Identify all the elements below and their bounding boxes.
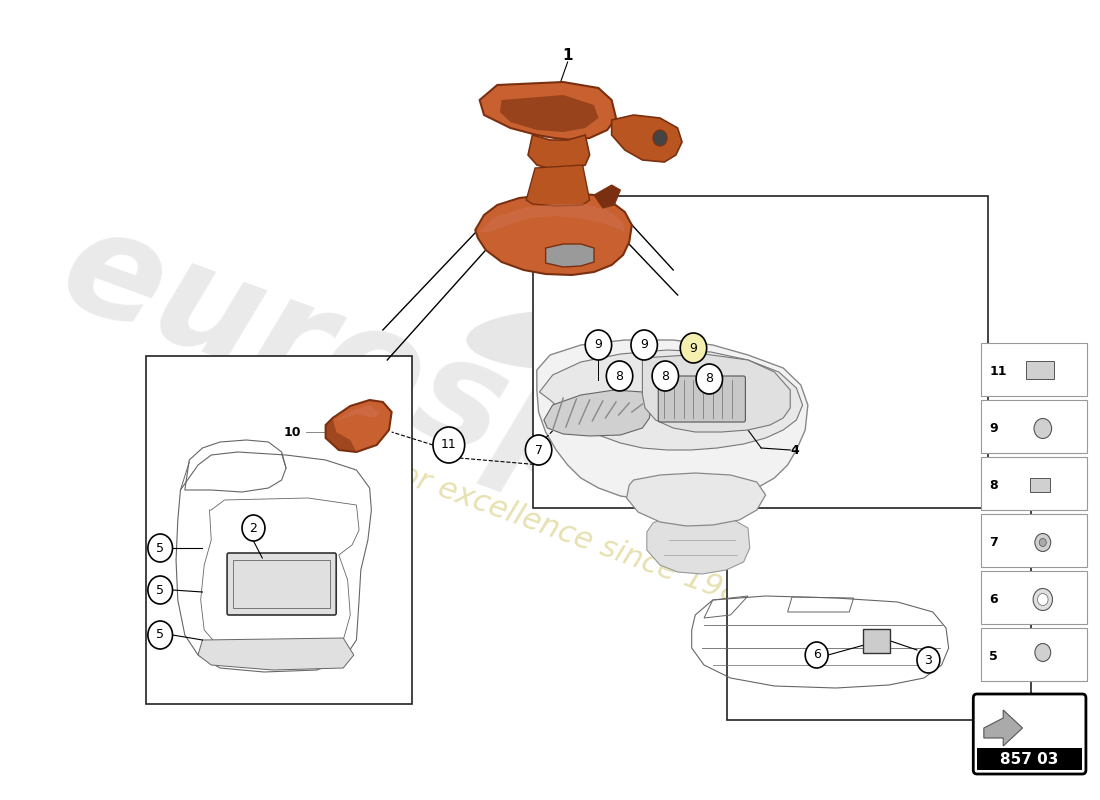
FancyBboxPatch shape bbox=[981, 343, 1087, 396]
Polygon shape bbox=[526, 165, 590, 206]
Circle shape bbox=[147, 621, 173, 649]
Polygon shape bbox=[480, 82, 616, 140]
Text: 9: 9 bbox=[594, 338, 603, 351]
Text: 9: 9 bbox=[690, 342, 697, 354]
Text: 6: 6 bbox=[813, 649, 821, 662]
FancyBboxPatch shape bbox=[981, 514, 1087, 567]
FancyBboxPatch shape bbox=[981, 571, 1087, 624]
Circle shape bbox=[1037, 594, 1048, 606]
Polygon shape bbox=[627, 473, 766, 526]
Circle shape bbox=[631, 330, 658, 360]
Circle shape bbox=[653, 130, 667, 146]
FancyBboxPatch shape bbox=[727, 476, 1032, 720]
Circle shape bbox=[652, 361, 679, 391]
Text: 9: 9 bbox=[640, 338, 648, 351]
Polygon shape bbox=[546, 244, 594, 267]
Text: 1: 1 bbox=[562, 47, 573, 62]
Polygon shape bbox=[326, 418, 356, 452]
Circle shape bbox=[526, 435, 552, 465]
Circle shape bbox=[696, 364, 723, 394]
Polygon shape bbox=[475, 193, 631, 275]
Text: 2: 2 bbox=[250, 522, 257, 534]
Text: 10: 10 bbox=[284, 426, 301, 438]
Circle shape bbox=[606, 361, 632, 391]
Circle shape bbox=[1033, 589, 1053, 610]
Text: 9: 9 bbox=[989, 422, 998, 435]
Text: 8: 8 bbox=[705, 373, 713, 386]
FancyBboxPatch shape bbox=[864, 629, 890, 653]
FancyBboxPatch shape bbox=[1026, 361, 1054, 378]
Polygon shape bbox=[612, 115, 682, 162]
Text: 5: 5 bbox=[156, 542, 164, 554]
Circle shape bbox=[680, 333, 706, 363]
Text: 7: 7 bbox=[989, 536, 998, 549]
Polygon shape bbox=[642, 354, 790, 432]
Circle shape bbox=[433, 427, 464, 463]
FancyBboxPatch shape bbox=[146, 356, 411, 704]
Circle shape bbox=[917, 647, 939, 673]
Circle shape bbox=[242, 515, 265, 541]
Polygon shape bbox=[337, 405, 381, 420]
Text: 8: 8 bbox=[661, 370, 669, 382]
Polygon shape bbox=[480, 204, 625, 232]
FancyBboxPatch shape bbox=[977, 748, 1082, 770]
Text: 11: 11 bbox=[989, 365, 1006, 378]
Text: eurospares: eurospares bbox=[44, 196, 959, 644]
Text: 6: 6 bbox=[989, 593, 998, 606]
Text: 3: 3 bbox=[924, 654, 933, 666]
Polygon shape bbox=[537, 340, 807, 502]
Text: 11: 11 bbox=[441, 438, 456, 451]
FancyBboxPatch shape bbox=[981, 400, 1087, 453]
Ellipse shape bbox=[466, 310, 660, 370]
Polygon shape bbox=[647, 516, 750, 574]
Polygon shape bbox=[983, 710, 1023, 746]
Polygon shape bbox=[543, 390, 651, 436]
Text: 8: 8 bbox=[989, 479, 998, 492]
FancyBboxPatch shape bbox=[658, 376, 746, 422]
Text: 5: 5 bbox=[156, 629, 164, 642]
Polygon shape bbox=[594, 185, 620, 208]
FancyBboxPatch shape bbox=[534, 196, 988, 508]
Text: 8: 8 bbox=[616, 370, 624, 382]
Circle shape bbox=[147, 576, 173, 604]
Circle shape bbox=[585, 330, 612, 360]
Circle shape bbox=[1040, 538, 1046, 546]
Polygon shape bbox=[499, 95, 598, 132]
Polygon shape bbox=[528, 135, 590, 170]
FancyBboxPatch shape bbox=[981, 457, 1087, 510]
Text: a passion for excellence since 1985: a passion for excellence since 1985 bbox=[241, 403, 762, 617]
Circle shape bbox=[805, 642, 828, 668]
Circle shape bbox=[1035, 643, 1050, 662]
FancyBboxPatch shape bbox=[974, 694, 1086, 774]
Text: 5: 5 bbox=[156, 583, 164, 597]
Text: 857 03: 857 03 bbox=[1000, 751, 1059, 766]
FancyBboxPatch shape bbox=[1031, 478, 1049, 491]
Polygon shape bbox=[326, 400, 392, 452]
FancyBboxPatch shape bbox=[227, 553, 337, 615]
Polygon shape bbox=[198, 638, 354, 670]
Circle shape bbox=[1034, 418, 1052, 438]
Circle shape bbox=[147, 534, 173, 562]
Circle shape bbox=[1035, 534, 1050, 551]
Text: 4: 4 bbox=[790, 443, 799, 457]
Polygon shape bbox=[539, 350, 803, 450]
Text: 5: 5 bbox=[989, 650, 998, 663]
FancyBboxPatch shape bbox=[981, 628, 1087, 681]
Text: 7: 7 bbox=[535, 443, 542, 457]
